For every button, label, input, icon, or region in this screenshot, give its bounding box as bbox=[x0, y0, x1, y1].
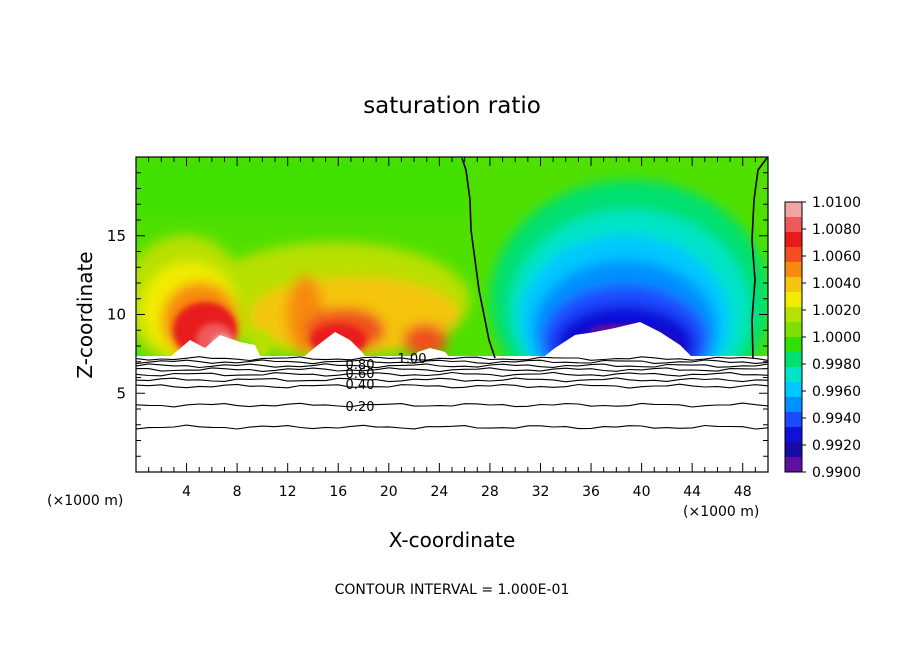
x-tick-label: 48 bbox=[734, 484, 752, 500]
x-tick-label: 28 bbox=[481, 484, 499, 500]
colorbar-swatch bbox=[785, 322, 802, 338]
colorbar-label: 1.0020 bbox=[812, 303, 861, 319]
contour-line bbox=[135, 377, 769, 383]
contour-lines bbox=[135, 356, 769, 430]
x-tick-label: 36 bbox=[582, 484, 600, 500]
chart-title: saturation ratio bbox=[363, 93, 541, 119]
surface-gap bbox=[140, 322, 695, 360]
contour-labels: 1.00 0.80 0.60 0.40 0.20 bbox=[346, 352, 427, 415]
contour-line bbox=[135, 356, 769, 362]
y-tick-label: 10 bbox=[107, 306, 126, 324]
x-unit-left: (×1000 m) bbox=[47, 493, 123, 509]
x-unit-right: (×1000 m) bbox=[683, 504, 759, 520]
colorbar-labels: 1.0100 1.0080 1.0060 1.0040 1.0020 1.0000 0.99… bbox=[812, 195, 861, 481]
colorbar-label: 0.9900 bbox=[812, 465, 861, 481]
colorbar-swatch bbox=[785, 217, 802, 233]
colorbar-swatch bbox=[785, 292, 802, 308]
colorbar-swatch bbox=[785, 382, 802, 398]
supersaturated-plumes bbox=[136, 235, 470, 360]
colorbar bbox=[784, 201, 806, 473]
colorbar-swatch bbox=[785, 232, 802, 248]
contour-label: 0.40 bbox=[346, 378, 375, 393]
colorbar-swatch bbox=[785, 397, 802, 413]
x-tick-label: 32 bbox=[532, 484, 550, 500]
lower-region bbox=[136, 357, 768, 472]
colorbar-label: 0.9940 bbox=[812, 411, 861, 427]
x-axis-label: X-coordinate bbox=[389, 528, 516, 552]
x-tick-label: 16 bbox=[329, 484, 347, 500]
colorbar-swatch bbox=[785, 262, 802, 278]
x-tick-label: 24 bbox=[430, 484, 448, 500]
contour-line bbox=[135, 363, 769, 369]
x-tick-label: 40 bbox=[633, 484, 651, 500]
boundary-line-1 bbox=[461, 157, 496, 359]
colorbar-swatch bbox=[785, 367, 802, 383]
colorbar-swatch bbox=[785, 307, 802, 323]
near-saturation-band bbox=[136, 157, 466, 217]
x-tick-label: 12 bbox=[279, 484, 297, 500]
colorbar-swatch bbox=[785, 277, 802, 293]
contour-label: 0.20 bbox=[346, 400, 375, 415]
colorbar-swatch bbox=[785, 337, 802, 353]
subsaturated-dome bbox=[490, 180, 768, 360]
y-tick-labels: 5 10 15 bbox=[107, 227, 126, 403]
saturation-boundaries bbox=[461, 157, 768, 359]
contour-line bbox=[135, 371, 769, 377]
contour-label: 1.00 bbox=[398, 352, 427, 367]
y-ticks bbox=[136, 172, 768, 457]
colorbar-swatch bbox=[785, 202, 802, 218]
colorbar-label: 1.0060 bbox=[812, 249, 861, 265]
colorbar-label: 0.9960 bbox=[812, 384, 861, 400]
y-axis-label: Z-coordinate bbox=[73, 251, 97, 378]
x-tick-label: 4 bbox=[182, 484, 191, 500]
contour-line bbox=[135, 424, 769, 430]
colorbar-label: 1.0040 bbox=[812, 276, 861, 292]
contour-line bbox=[135, 402, 769, 408]
contour-label: 0.80 bbox=[346, 358, 375, 373]
heatmap-field bbox=[136, 157, 768, 472]
y-tick-label: 5 bbox=[116, 384, 126, 402]
colorbar-swatch bbox=[785, 442, 802, 458]
x-ticks bbox=[148, 157, 756, 472]
colorbar-swatch bbox=[785, 457, 802, 473]
x-tick-label: 8 bbox=[233, 484, 242, 500]
colorbar-label: 1.0080 bbox=[812, 222, 861, 238]
colorbar-label: 0.9980 bbox=[812, 357, 861, 373]
colorbar-label: 0.9920 bbox=[812, 438, 861, 454]
colorbar-label: 1.0000 bbox=[812, 330, 861, 346]
contour-line bbox=[135, 383, 769, 389]
x-tick-label: 20 bbox=[380, 484, 398, 500]
colorbar-swatch bbox=[785, 412, 802, 428]
colorbar-swatch bbox=[785, 352, 802, 368]
contour-interval-note: CONTOUR INTERVAL = 1.000E-01 bbox=[335, 582, 570, 598]
x-tick-labels: 4 8 12 16 20 24 28 32 36 40 44 48 bbox=[182, 484, 752, 500]
contour-line bbox=[136, 367, 769, 373]
x-tick-label: 44 bbox=[683, 484, 701, 500]
colorbar-swatch bbox=[785, 427, 802, 443]
colorbar-swatch bbox=[785, 247, 802, 263]
contour-label: 0.60 bbox=[346, 367, 375, 382]
y-tick-label: 15 bbox=[107, 227, 126, 245]
colorbar-label: 1.0100 bbox=[812, 195, 861, 211]
contour-line bbox=[135, 359, 769, 365]
boundary-line-2 bbox=[751, 157, 768, 359]
